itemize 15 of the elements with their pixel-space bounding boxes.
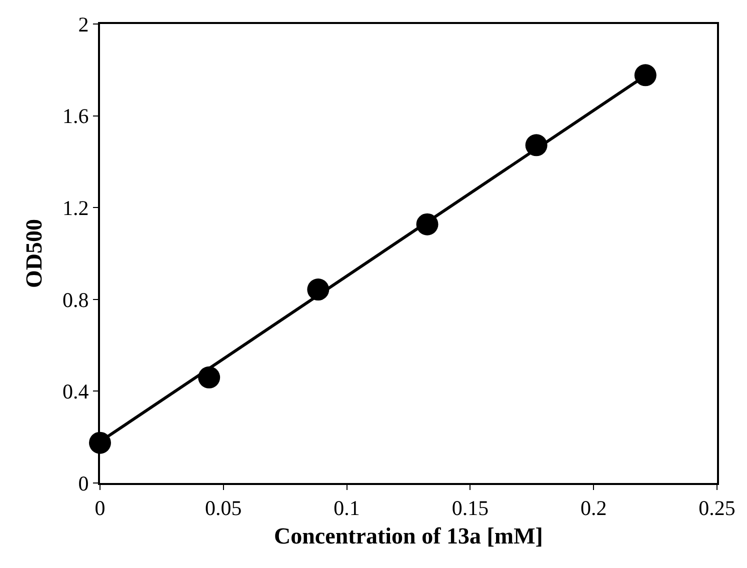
- y-tick-label: 2: [78, 12, 89, 36]
- x-axis-title: Concentration of 13a [mM]: [274, 523, 543, 548]
- y-tick-label: 0: [78, 471, 89, 496]
- x-tick-label: 0.1: [334, 496, 360, 520]
- y-axis-title: OD500: [22, 219, 46, 288]
- x-tick-label: 0.25: [698, 496, 736, 520]
- x-tick-label: 0.15: [452, 496, 489, 520]
- point: [634, 64, 656, 86]
- x-tick-label: 0.2: [580, 496, 607, 520]
- x-tick-label: 0.05: [205, 496, 242, 520]
- x-tick-label: 0: [94, 496, 106, 520]
- y-tick-label: 0.8: [62, 288, 89, 312]
- y-tick-label: 1.6: [62, 104, 89, 128]
- y-tick-label: 0.4: [62, 380, 90, 404]
- y-tick-label: 1.2: [62, 196, 89, 220]
